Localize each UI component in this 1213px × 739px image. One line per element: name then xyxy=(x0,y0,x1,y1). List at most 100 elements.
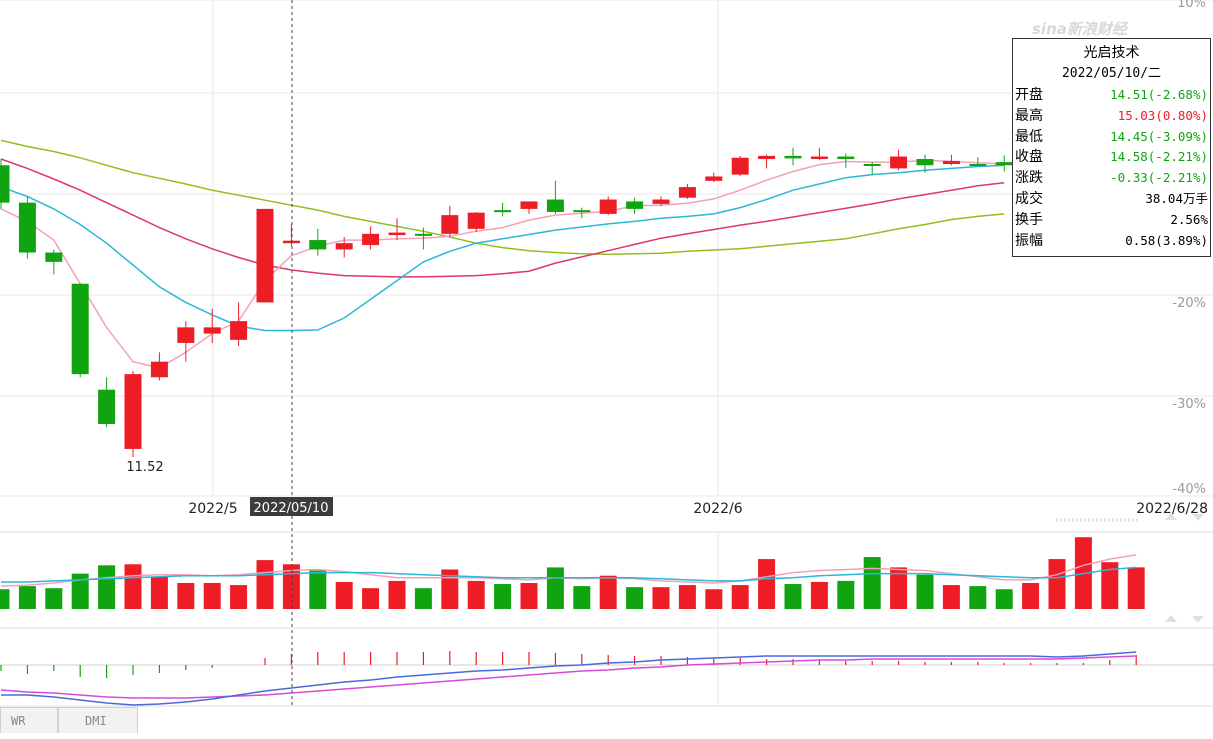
volume-bar xyxy=(441,569,459,609)
candle-body xyxy=(546,199,564,213)
info-row-close: 收盘 14.58(-2.21%) xyxy=(1015,149,1208,166)
candle-body xyxy=(573,210,591,213)
candle xyxy=(45,249,63,275)
candle xyxy=(837,153,855,168)
candle-body xyxy=(731,157,749,175)
info-row-low: 最低 14.45(-3.09%) xyxy=(1015,128,1208,145)
volume-bar xyxy=(414,588,432,609)
candle-body xyxy=(362,233,380,246)
candle xyxy=(916,154,934,173)
candle xyxy=(942,154,960,166)
candle xyxy=(467,212,485,232)
indicator-tabs: WR DMI xyxy=(0,707,138,735)
candle-body xyxy=(177,327,195,343)
candle-body xyxy=(626,201,644,209)
candle-body xyxy=(282,240,300,244)
indicator-line-b xyxy=(1,651,1137,706)
volume-bar xyxy=(1048,559,1066,609)
volume-bar xyxy=(599,575,617,609)
candle xyxy=(362,226,380,250)
candle-body xyxy=(494,210,512,213)
volume-bar xyxy=(203,583,221,609)
volume-bar xyxy=(1022,583,1040,609)
stock-info-panel: 光启技术 2022/05/10/二 开盘 14.51(-2.68%) 最高 15.0… xyxy=(1012,38,1211,257)
candle-body xyxy=(18,202,36,253)
candle xyxy=(995,155,1013,172)
candle-body xyxy=(467,212,485,229)
volume-bar xyxy=(256,560,274,609)
candle-body xyxy=(678,187,696,198)
pct-axis-label: 10% xyxy=(1177,0,1206,11)
candle xyxy=(705,172,723,183)
volume-bar xyxy=(890,567,908,609)
candle xyxy=(969,157,987,167)
candle xyxy=(810,147,828,161)
candle xyxy=(784,147,802,166)
candle-body xyxy=(995,162,1013,166)
ma10-line xyxy=(0,164,1005,332)
candle-body xyxy=(863,164,881,167)
crosshair-date-label: 2022/05/10 xyxy=(254,501,329,516)
candle xyxy=(890,149,908,171)
candle xyxy=(177,321,195,362)
pct-axis-label: -30% xyxy=(1172,397,1206,412)
candle xyxy=(441,205,459,237)
candle-body xyxy=(599,199,617,214)
volume-bar xyxy=(1101,562,1119,609)
candle xyxy=(309,228,327,256)
candle-body xyxy=(916,159,934,166)
volume-bar xyxy=(758,559,776,609)
candle xyxy=(98,377,116,428)
candle xyxy=(520,201,538,214)
candle xyxy=(18,196,36,259)
scroll-down-arrow xyxy=(1192,514,1204,521)
candle xyxy=(150,352,168,381)
volume-bar xyxy=(520,583,538,609)
pct-axis-label: -40% xyxy=(1172,482,1206,497)
stock-name: 光启技术 xyxy=(1083,45,1140,61)
ma30-line xyxy=(0,139,1005,256)
volume-bar xyxy=(494,584,512,609)
candle-body xyxy=(71,283,89,375)
scroll-down-arrow xyxy=(1192,616,1204,623)
candle-body xyxy=(890,156,908,169)
candle xyxy=(388,218,406,241)
ma20-line xyxy=(0,158,1005,278)
volume-bar xyxy=(388,580,406,609)
candle xyxy=(758,154,776,169)
volume-bar xyxy=(942,585,960,609)
candle xyxy=(599,196,617,216)
candle-body xyxy=(203,327,221,334)
candle-body xyxy=(150,361,168,378)
ma5-line xyxy=(0,159,1005,369)
candle xyxy=(124,371,142,458)
candle-body xyxy=(98,389,116,425)
volume-bar xyxy=(652,587,670,609)
tab-wr[interactable]: WR xyxy=(0,707,58,733)
volume-bar xyxy=(995,589,1013,609)
candle xyxy=(256,208,274,303)
indicator-line-a xyxy=(0,655,1137,699)
candle-body xyxy=(652,199,670,204)
x-tick-label: 2022/6 xyxy=(693,501,742,517)
candle xyxy=(494,202,512,217)
info-row-turnover: 换手 2.56% xyxy=(1015,211,1208,228)
volume-bar xyxy=(309,570,327,609)
volume-ma-line xyxy=(1,566,1137,583)
candle xyxy=(414,227,432,250)
candle xyxy=(71,283,89,378)
tab-dmi[interactable]: DMI xyxy=(58,707,138,733)
candle-body xyxy=(520,201,538,209)
volume-bar xyxy=(362,588,380,609)
volume-bar xyxy=(150,576,168,609)
crosshair-date-box xyxy=(250,497,333,516)
candle-body xyxy=(309,240,327,250)
volume-bar xyxy=(863,557,881,609)
info-row-amplitude: 振幅 0.58(3.89%) xyxy=(1015,232,1208,249)
candle-body xyxy=(784,155,802,159)
volume-ma-line xyxy=(0,554,1137,587)
volume-bar xyxy=(731,585,749,609)
candle-body xyxy=(758,155,776,160)
scroll-up-arrow xyxy=(1165,615,1177,622)
